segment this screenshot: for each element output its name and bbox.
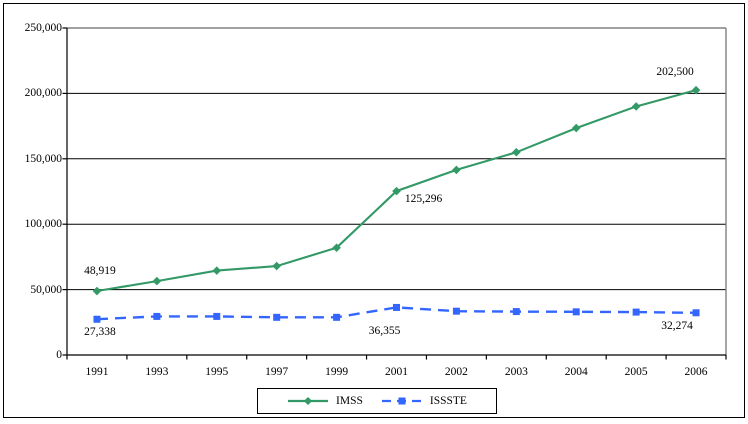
y-axis-tick-label: 250,000 xyxy=(24,22,62,34)
x-axis-tick-label: 2006 xyxy=(684,366,708,378)
imss-data-label: 202,500 xyxy=(656,65,694,78)
x-axis-tick-label: 1993 xyxy=(145,366,169,378)
imss-diamond-marker xyxy=(452,165,461,175)
y-axis-tick-label: 50,000 xyxy=(30,283,62,296)
imss-data-label: 125,296 xyxy=(404,192,443,205)
issste-square-marker xyxy=(273,313,281,321)
y-axis-tick-label: 0 xyxy=(56,349,62,361)
legend-label-issste: ISSSTE xyxy=(429,395,467,407)
y-axis-tick-label: 150,000 xyxy=(24,152,62,165)
imss-diamond-marker xyxy=(392,186,401,196)
imss-diamond-marker xyxy=(212,266,222,275)
y-axis-tick-label: 200,000 xyxy=(24,87,62,100)
chart-legend: IMSS ISSSTE xyxy=(257,388,497,414)
x-axis-tick-label: 1997 xyxy=(265,366,289,378)
issste-data-label: 32,274 xyxy=(661,320,693,333)
x-axis-tick-label: 1999 xyxy=(325,366,349,378)
issste-data-label: 36,355 xyxy=(368,324,401,337)
issste-data-label: 27,338 xyxy=(84,325,116,338)
legend-item-imss: IMSS xyxy=(287,395,363,407)
imss-diamond-marker xyxy=(691,85,701,95)
imss-diamond-marker xyxy=(512,147,521,157)
issste-square-marker xyxy=(632,308,640,316)
x-axis-tick-label: 2005 xyxy=(624,366,648,378)
issste-series-line xyxy=(96,306,697,321)
imss-diamond-marker xyxy=(92,286,102,296)
legend-imss-line-sample xyxy=(288,397,329,405)
issste-square-marker xyxy=(452,307,460,315)
y-axis-tick-label: 100,000 xyxy=(24,218,62,231)
imss-diamond-marker xyxy=(332,243,341,253)
issste-square-marker xyxy=(512,308,520,316)
x-axis-tick-label: 2002 xyxy=(444,366,468,378)
legend-issste-line-sample xyxy=(381,397,422,405)
imss-diamond-marker xyxy=(631,102,641,111)
issste-square-marker xyxy=(333,313,341,321)
x-axis-tick-label: 2001 xyxy=(385,366,408,378)
issste-square-marker xyxy=(393,303,400,311)
x-axis-tick-label: 1995 xyxy=(205,366,229,378)
issste-square-marker xyxy=(93,315,101,323)
imss-diamond-marker xyxy=(152,276,162,286)
imss-data-label: 48,919 xyxy=(84,264,116,277)
imss-diamond-marker xyxy=(571,123,581,133)
legend-label-imss: IMSS xyxy=(336,395,363,407)
legend-item-issste: ISSSTE xyxy=(381,395,467,407)
imss-diamond-marker xyxy=(272,261,281,271)
x-axis-tick-label: 2004 xyxy=(564,366,588,378)
issste-square-marker xyxy=(572,308,580,316)
x-axis-tick-label: 2003 xyxy=(504,366,528,378)
issste-square-marker xyxy=(153,312,161,320)
issste-square-marker xyxy=(692,309,700,317)
x-axis-tick-label: 1991 xyxy=(85,366,109,378)
issste-square-marker xyxy=(213,312,221,320)
